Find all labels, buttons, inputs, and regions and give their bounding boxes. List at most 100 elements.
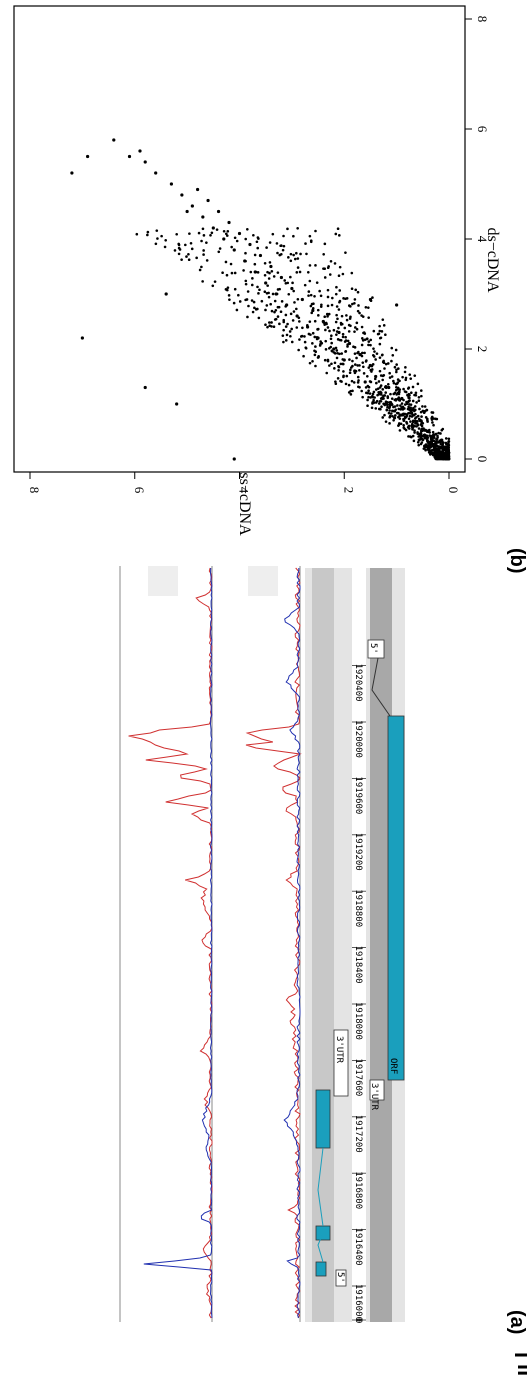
scatter-point: [430, 415, 434, 419]
scatter-point: [404, 366, 407, 369]
scatter-point: [358, 369, 361, 372]
scatter-point: [396, 381, 400, 384]
scatter-point: [296, 257, 300, 260]
scatter-point: [252, 300, 256, 304]
scatter-point: [341, 335, 345, 339]
scatter-point: [315, 281, 319, 284]
scatter-point: [178, 248, 182, 251]
scatter-point: [290, 327, 293, 331]
scatter-point: [356, 309, 360, 313]
scatter-point: [268, 321, 271, 324]
scatter-point: [187, 258, 191, 261]
scatter-point: [319, 294, 323, 298]
scatter-point: [391, 409, 394, 413]
scatter-point: [360, 325, 364, 329]
scatter-point: [232, 457, 236, 461]
scatter-point: [379, 393, 383, 396]
scatter-point: [433, 451, 437, 454]
scatter-point: [233, 287, 237, 291]
scatter-point: [397, 424, 400, 427]
scatter-point: [222, 237, 226, 241]
scatter-point: [226, 286, 230, 289]
scatter-point: [346, 345, 349, 348]
scatter-point: [418, 407, 421, 411]
scatter-point: [272, 275, 276, 278]
scatter-point: [425, 408, 428, 412]
scatter-point: [434, 456, 437, 459]
scatter-point: [388, 409, 391, 412]
scatter-point: [420, 437, 423, 440]
scatter-point: [408, 396, 411, 400]
scatter-point: [289, 252, 293, 256]
scatter-point: [432, 433, 435, 436]
scatter-point: [268, 261, 272, 264]
scatter-point: [420, 434, 424, 438]
track-i-header: [148, 566, 178, 596]
scatter-point: [258, 253, 263, 258]
scatter-point: [256, 236, 260, 239]
scatter-point: [269, 302, 272, 306]
scatter-point: [437, 448, 441, 452]
scatter-point: [339, 323, 343, 326]
scatter-point: [416, 423, 420, 427]
feature-label: ORF: [388, 1058, 398, 1074]
scatter-point: [278, 287, 281, 291]
scatter-point: [299, 252, 302, 256]
scatter-point: [409, 420, 412, 423]
scatter-point: [388, 422, 391, 425]
scatter-point: [188, 232, 191, 235]
scatter-point: [356, 375, 360, 379]
scatter-point: [305, 252, 308, 256]
scatter-point: [397, 367, 400, 370]
scatter-point: [311, 331, 315, 335]
scatter-point: [411, 408, 415, 412]
scatter-point: [412, 439, 416, 443]
scatter-point: [235, 308, 239, 312]
scatter-point: [330, 362, 333, 366]
scatter-point: [337, 274, 341, 277]
scatter-point: [270, 309, 274, 313]
scatter-point: [222, 229, 226, 233]
scatter-point: [333, 361, 337, 365]
scatter-point: [414, 412, 417, 416]
scatter-point: [112, 138, 116, 142]
scatter-point: [381, 318, 385, 321]
scatter-point: [400, 402, 404, 405]
scatter-point: [310, 302, 314, 306]
scatter-point: [361, 361, 365, 364]
scatter-point: [155, 229, 159, 232]
scatter-point: [372, 400, 375, 404]
scatter-point: [169, 182, 174, 186]
scatter-point: [408, 411, 412, 415]
scatter-point: [271, 292, 275, 296]
scatter-point: [300, 297, 304, 302]
scatter-point: [372, 347, 375, 350]
scatter-point: [381, 374, 385, 378]
scatter-point: [408, 403, 411, 406]
scatter-point: [392, 418, 395, 422]
scatter-point: [397, 407, 401, 411]
scatter-point: [384, 391, 388, 394]
scatter-point: [384, 420, 388, 423]
ruler-label: 1917200: [353, 1115, 363, 1153]
scatter-point: [284, 305, 288, 308]
scatter-point: [257, 316, 261, 320]
scatter-point: [420, 419, 423, 422]
scatter-point: [319, 305, 323, 308]
scatter-point: [308, 361, 312, 365]
scatter-point: [279, 275, 283, 280]
scatter-point: [296, 226, 299, 230]
scatter-point: [403, 390, 407, 393]
scatter-point: [333, 262, 337, 265]
scatter-point: [255, 240, 259, 244]
scatter-point: [338, 265, 342, 269]
scatter-point: [334, 292, 338, 296]
scatter-point: [420, 441, 424, 444]
scatter-point: [180, 193, 184, 197]
scatter-point: [378, 386, 382, 389]
scatter-point: [379, 407, 382, 411]
coordinate-ruler: [352, 568, 366, 1322]
scatter-point: [253, 306, 256, 310]
scatter-point: [415, 401, 418, 404]
scatter-point: [316, 328, 320, 331]
